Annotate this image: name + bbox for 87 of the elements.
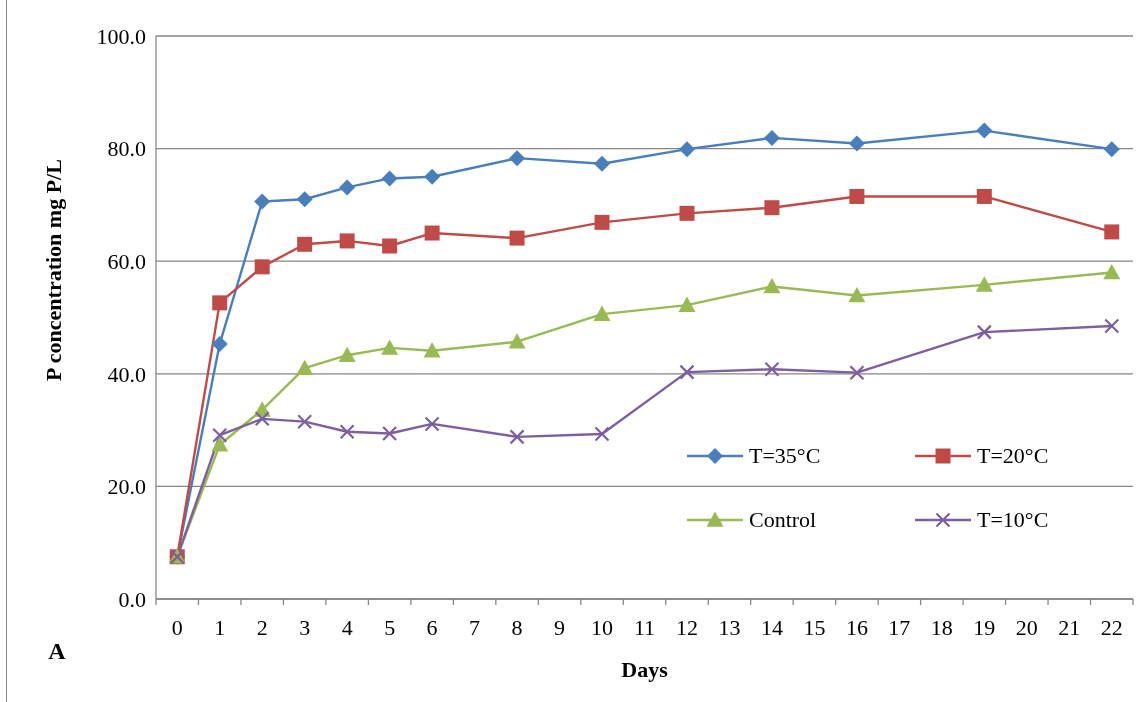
- y-tick-label: 60.0: [107, 249, 146, 275]
- point: [381, 339, 399, 355]
- point: [508, 333, 526, 349]
- point: [679, 205, 695, 221]
- point: [764, 361, 780, 377]
- x-tick-label: 14: [760, 614, 783, 640]
- point: [849, 188, 865, 204]
- y-axis-title: P concentration mg P/L: [41, 159, 67, 381]
- x-tick-label: 5: [384, 614, 396, 640]
- x-tick-label: 3: [299, 614, 311, 640]
- point: [424, 416, 440, 432]
- point: [424, 168, 441, 185]
- point: [849, 365, 865, 381]
- point: [679, 364, 695, 380]
- point: [975, 276, 993, 292]
- x-tick-label: 0: [171, 614, 183, 640]
- x-tick-label: 11: [633, 614, 656, 640]
- point: [211, 436, 229, 452]
- x-tick-label: 15: [803, 614, 826, 640]
- point: [212, 427, 228, 443]
- point: [593, 305, 611, 321]
- x-tick-label: 21: [1058, 614, 1081, 640]
- x-tick-label: 9: [554, 614, 566, 640]
- point: [424, 225, 440, 241]
- point: [296, 191, 313, 208]
- point: [594, 426, 610, 442]
- point: [339, 233, 355, 249]
- point: [297, 414, 313, 430]
- x-tick-label: 16: [845, 614, 868, 640]
- point: [1103, 263, 1121, 280]
- x-tick-label: 7: [469, 614, 481, 640]
- point: [678, 296, 696, 312]
- point: [678, 141, 695, 158]
- point: [763, 129, 780, 146]
- point: [297, 236, 313, 252]
- point: [382, 238, 398, 254]
- y-tick-label: 80.0: [107, 136, 146, 162]
- point: [509, 230, 525, 246]
- point: [976, 188, 992, 204]
- point: [1103, 141, 1120, 158]
- x-tick-label: 1: [214, 614, 226, 640]
- point: [763, 278, 781, 294]
- point: [848, 287, 866, 303]
- point: [339, 424, 355, 440]
- legend-label: T=35°C: [749, 443, 821, 469]
- point: [254, 259, 270, 275]
- point: [1104, 318, 1120, 334]
- x-tick-label: 4: [341, 614, 353, 640]
- x-tick-label: 20: [1015, 614, 1038, 640]
- legend-label: T=20°C: [977, 443, 1049, 469]
- point: [976, 324, 992, 340]
- x-tick-label: 8: [511, 614, 523, 640]
- point: [594, 214, 610, 230]
- point: [381, 170, 398, 187]
- point: [509, 150, 526, 167]
- point: [296, 359, 314, 375]
- point: [1104, 224, 1120, 240]
- x-tick-label: 10: [591, 614, 614, 640]
- point: [254, 193, 271, 210]
- y-tick-label: 20.0: [107, 474, 146, 500]
- x-tick-label: 19: [973, 614, 996, 640]
- x-axis-title: Days: [621, 657, 668, 683]
- x-tick-label: 17: [888, 614, 911, 640]
- point: [339, 179, 356, 196]
- point: [423, 342, 441, 358]
- point: [212, 295, 228, 311]
- x-tick-label: 18: [930, 614, 953, 640]
- point: [254, 411, 270, 427]
- point: [848, 135, 865, 152]
- point: [976, 122, 993, 139]
- y-tick-label: 40.0: [107, 361, 146, 387]
- legend-label: Control: [749, 507, 817, 533]
- point: [509, 429, 525, 445]
- x-tick-label: 22: [1100, 614, 1123, 640]
- point: [338, 346, 356, 363]
- text: A: [48, 637, 66, 665]
- x-tick-label: 6: [426, 614, 438, 640]
- x-tick-label: 2: [256, 614, 268, 640]
- point: [211, 335, 228, 352]
- y-tick-label: 100.0: [96, 23, 146, 49]
- x-tick-label: 12: [675, 614, 698, 640]
- point: [764, 200, 780, 216]
- point: [382, 425, 398, 442]
- point: [594, 155, 611, 172]
- x-tick-label: 13: [718, 614, 741, 640]
- legend-label: T=10°C: [977, 507, 1049, 533]
- y-tick-label: 0.0: [118, 586, 146, 612]
